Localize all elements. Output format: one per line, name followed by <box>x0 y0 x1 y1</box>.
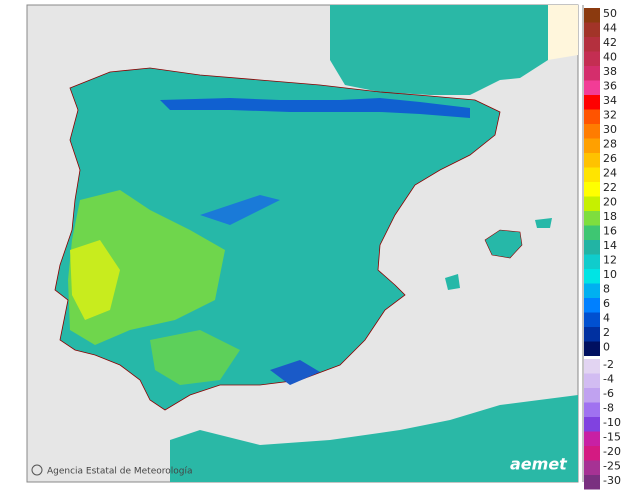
legend-swatch <box>584 196 600 211</box>
legend-swatch <box>584 124 600 139</box>
legend-swatch <box>584 431 600 446</box>
legend-label: -30 <box>603 474 621 487</box>
legend-swatch <box>584 37 600 52</box>
legend-swatch <box>584 402 600 417</box>
legend-label: -8 <box>603 402 614 415</box>
ibiza <box>445 274 460 290</box>
legend-label: -2 <box>603 358 614 371</box>
legend-label: 22 <box>603 181 617 194</box>
legend-label: 0 <box>603 341 610 354</box>
legend-label: -25 <box>603 460 621 473</box>
logo: aemet <box>510 455 568 474</box>
legend-label: 34 <box>603 94 617 107</box>
legend-label: -10 <box>603 416 621 429</box>
legend-swatch <box>584 373 600 388</box>
legend-label: 10 <box>603 268 617 281</box>
legend-label: 18 <box>603 210 617 223</box>
legend-swatch <box>584 80 600 95</box>
legend-label: 38 <box>603 65 617 78</box>
legend-swatch <box>584 211 600 226</box>
legend-label: 2 <box>603 326 610 339</box>
legend-swatch <box>584 298 600 313</box>
legend-label: 44 <box>603 22 617 35</box>
legend-swatch <box>584 22 600 37</box>
legend-label: -15 <box>603 431 621 444</box>
hot-zone <box>70 240 120 320</box>
legend-label: 6 <box>603 297 610 310</box>
legend-swatch <box>584 167 600 182</box>
legend: 5044424038363432302826242220181614121086… <box>584 7 621 490</box>
france-land <box>330 5 548 95</box>
legend-label: -20 <box>603 445 621 458</box>
legend-swatch <box>584 327 600 342</box>
credit: Agencia Estatal de Meteorología <box>47 467 193 477</box>
iberia-land <box>54 67 501 411</box>
legend-swatch <box>584 341 600 356</box>
legend-swatch <box>584 283 600 298</box>
legend-swatch <box>584 153 600 168</box>
credit-icon <box>31 464 43 476</box>
legend-label: 4 <box>603 312 610 325</box>
legend-swatch <box>584 240 600 255</box>
africa-land <box>170 395 578 482</box>
legend-label: 36 <box>603 80 617 93</box>
legend-swatch <box>584 417 600 432</box>
legend-swatch <box>584 95 600 110</box>
legend-swatch <box>584 460 600 475</box>
legend-label: 26 <box>603 152 617 165</box>
legend-swatch <box>584 359 600 374</box>
legend-label: 50 <box>603 7 617 20</box>
legend-label: 28 <box>603 138 617 151</box>
pyrenees-cold <box>160 98 470 118</box>
legend-label: 12 <box>603 254 617 267</box>
legend-label: 42 <box>603 36 617 49</box>
legend-label: 24 <box>603 167 617 180</box>
legend-swatch <box>584 225 600 240</box>
legend-swatch <box>584 312 600 327</box>
warm-zone-south <box>150 330 240 385</box>
legend-label: -6 <box>603 387 614 400</box>
menorca <box>535 218 552 228</box>
legend-label: 16 <box>603 225 617 238</box>
legend-swatch <box>584 66 600 81</box>
legend-swatch <box>584 8 600 23</box>
legend-swatch <box>584 388 600 403</box>
sierra-cold <box>270 360 320 385</box>
legend-swatch <box>584 475 600 490</box>
legend-swatch <box>584 109 600 124</box>
legend-label: 40 <box>603 51 617 64</box>
legend-label: 30 <box>603 123 617 136</box>
legend-swatch <box>584 269 600 284</box>
alps-region <box>548 5 578 60</box>
legend-label: 32 <box>603 109 617 122</box>
mallorca <box>484 229 523 259</box>
legend-swatch <box>584 446 600 461</box>
legend-swatch <box>584 182 600 197</box>
central-cold <box>200 195 280 225</box>
legend-swatch <box>584 138 600 153</box>
legend-swatch <box>584 254 600 269</box>
legend-label: 20 <box>603 196 617 209</box>
legend-swatch <box>584 51 600 66</box>
legend-label: 14 <box>603 239 617 252</box>
legend-label: 8 <box>603 283 610 296</box>
legend-label: -4 <box>603 373 614 386</box>
